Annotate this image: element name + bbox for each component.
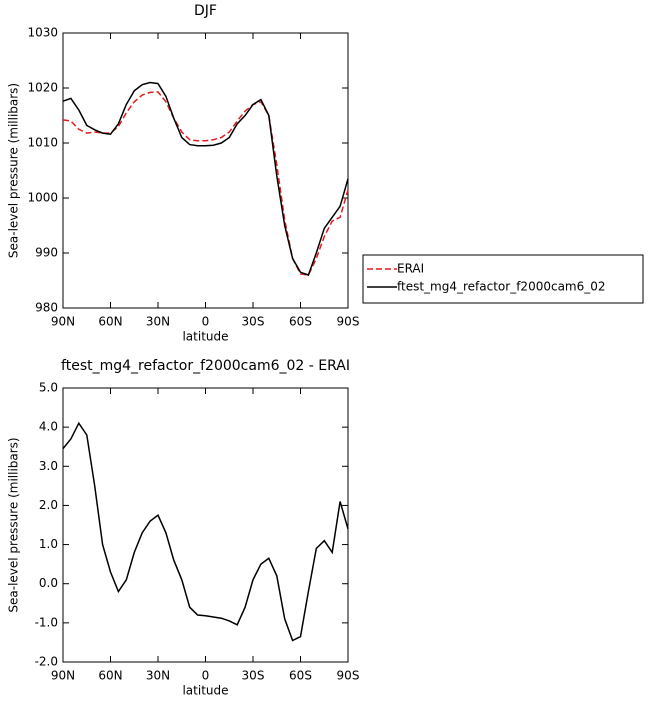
y-tick-label: 3.0: [39, 459, 58, 473]
x-tick-label: 90N: [51, 315, 75, 329]
x-tick-label: 60N: [98, 315, 122, 329]
x-tick-label: 30S: [242, 669, 265, 683]
x-tick-label: 30N: [146, 315, 170, 329]
data-line: [62, 421, 349, 642]
y-tick-label: 2.0: [39, 498, 58, 512]
x-tick-label: 30S: [242, 315, 265, 329]
chart-title: ftest_mg4_refactor_f2000cam6_02 - ERAI: [61, 358, 350, 374]
x-tick-label: 60S: [289, 315, 312, 329]
data-line: [62, 91, 349, 276]
plot-frame: [62, 32, 349, 309]
x-tick-label: 90N: [51, 669, 75, 683]
y-tick-label: 5.0: [39, 381, 58, 395]
x-tick-label: 0: [202, 315, 210, 329]
y-tick-label: -2.0: [35, 655, 58, 669]
plot-frame: [62, 387, 349, 663]
x-axis-label: latitude: [182, 684, 228, 698]
y-tick-label: 0.0: [39, 576, 58, 590]
x-tick-label: 30N: [146, 669, 170, 683]
legend-label: ERAI: [397, 262, 424, 276]
x-tick-label: 60N: [98, 669, 122, 683]
y-tick-label: 980: [35, 301, 58, 315]
y-tick-label: 1000: [27, 191, 58, 205]
x-tick-label: 60S: [289, 669, 312, 683]
y-tick-label: 1010: [27, 136, 58, 150]
data-line: [62, 81, 349, 276]
y-tick-label: 4.0: [39, 420, 58, 434]
y-axis-label: Sea-level pressure (millibars): [7, 437, 21, 612]
y-axis-label: Sea-level pressure (millibars): [7, 83, 21, 258]
y-tick-label: 1.0: [39, 537, 58, 551]
x-tick-label: 90S: [337, 315, 360, 329]
legend-label: ftest_mg4_refactor_f2000cam6_02: [397, 280, 606, 294]
chart-title: DJF: [194, 3, 217, 19]
x-axis-label: latitude: [182, 330, 228, 344]
x-tick-label: 0: [202, 669, 210, 683]
y-tick-label: 1030: [27, 26, 58, 40]
y-tick-label: -1.0: [35, 615, 58, 629]
y-tick-label: 1020: [27, 81, 58, 95]
legend-box: [362, 254, 644, 304]
y-tick-label: 990: [35, 246, 58, 260]
x-tick-label: 90S: [337, 669, 360, 683]
